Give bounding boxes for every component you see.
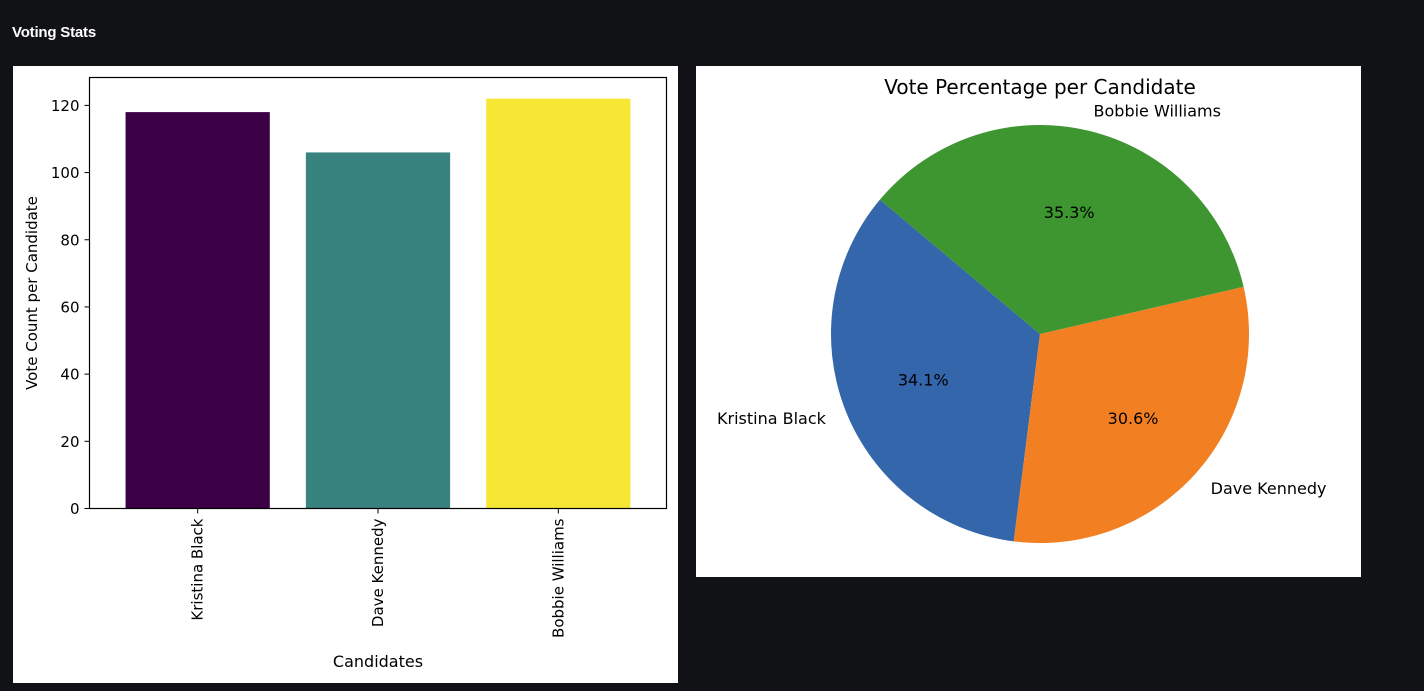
x-tick-label: Kristina Black: [189, 518, 207, 620]
pie-percent-label: 34.1%: [898, 371, 949, 390]
y-tick-label: 100: [51, 164, 80, 182]
pie-slice-bobbie-williams: [879, 124, 1244, 335]
x-axis-label: Candidates: [333, 652, 423, 671]
x-tick-label: Dave Kennedy: [369, 518, 387, 627]
pie-slice-kristina-black: [831, 199, 1040, 542]
bar-chart-panel: 0 20 40 60 80 100 120 Kristina Black Dave Kenne…: [13, 66, 678, 683]
pie-chart-title: Vote Percentage per Candidate: [884, 75, 1196, 99]
pie-percent-label: 30.6%: [1108, 409, 1159, 428]
bar-dave-kennedy: [305, 152, 451, 509]
bar-bobbie-williams: [486, 98, 631, 509]
bar-chart: 0 20 40 60 80 100 120 Kristina Black Dave Kenne…: [23, 76, 668, 671]
y-tick-label: 60: [60, 298, 79, 316]
pie-slice-dave-kennedy: [1013, 286, 1249, 543]
pie-percent-label: 35.3%: [1044, 203, 1095, 222]
y-tick-label: 0: [70, 500, 80, 518]
y-axis-label: Vote Count per Candidate: [23, 196, 41, 390]
y-tick-label: 40: [60, 366, 79, 384]
page-title: Voting Stats: [12, 24, 96, 41]
pie-category-label: Dave Kennedy: [1211, 479, 1327, 498]
bar-kristina-black: [125, 112, 270, 509]
y-tick-label: 20: [60, 433, 79, 451]
y-tick-label: 80: [60, 231, 79, 249]
pie-chart-panel: Vote Percentage per Candidate 34.1% Krist…: [696, 66, 1361, 577]
x-tick-label: Bobbie Williams: [549, 518, 567, 638]
pie-chart: Vote Percentage per Candidate 34.1% Krist…: [717, 75, 1327, 543]
pie-category-label: Kristina Black: [717, 409, 827, 428]
pie-category-label: Bobbie Williams: [1094, 101, 1221, 120]
y-tick-label: 120: [51, 97, 80, 115]
